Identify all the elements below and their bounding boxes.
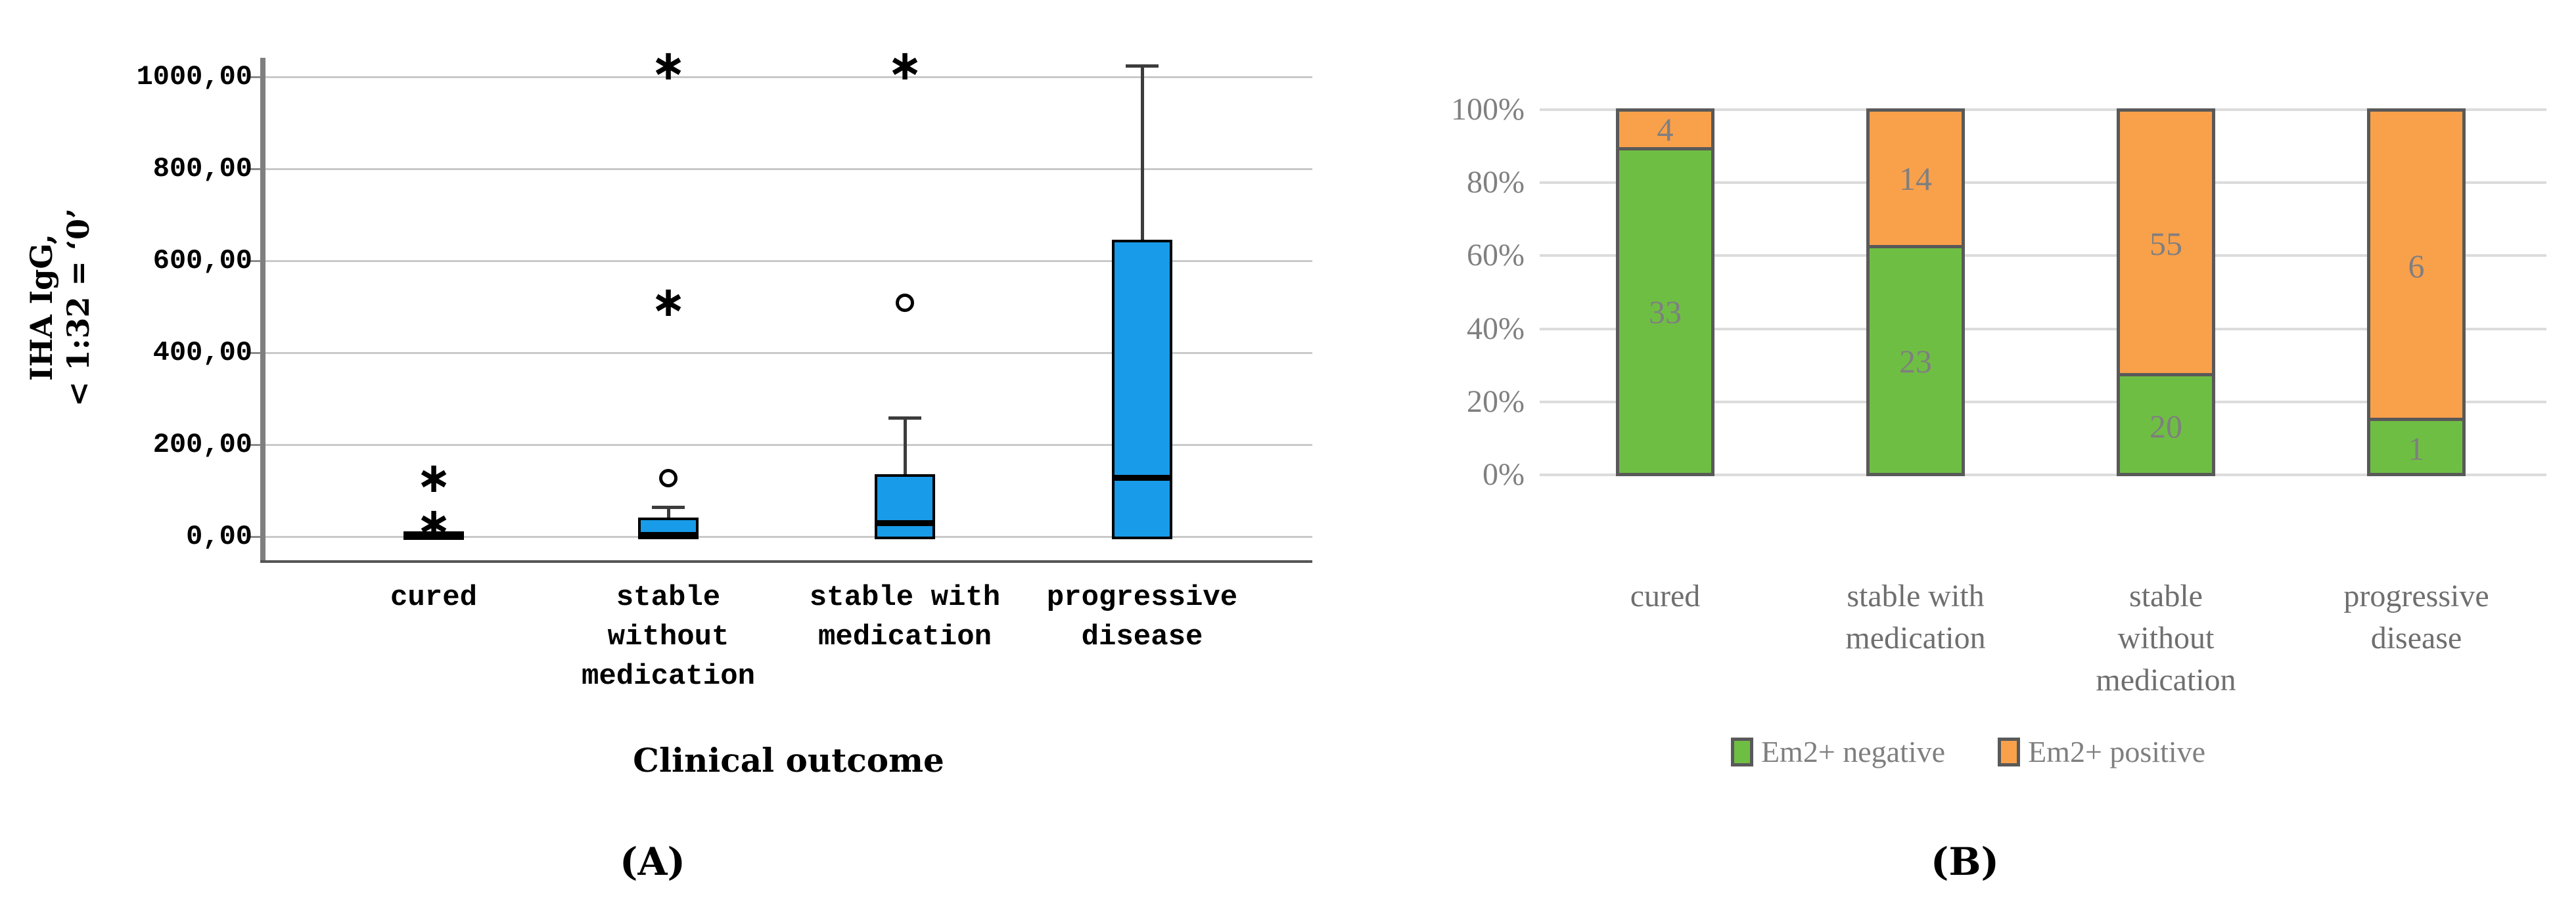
panel-a-label: (A) <box>620 839 685 884</box>
y-axis-tick <box>250 535 260 538</box>
y-axis-tick-label: 20% <box>1467 384 1525 419</box>
gridline <box>1540 474 2546 476</box>
y-axis-tick-label: 40% <box>1467 311 1525 346</box>
bar-value-label-negative: 20 <box>2150 407 2182 445</box>
stacked-bar <box>2367 108 2466 476</box>
boxplot-box <box>1112 240 1172 539</box>
gridline <box>1540 254 2546 257</box>
stacked-bar <box>1616 108 1714 476</box>
y-axis-tick-label: 400,00 <box>152 337 252 368</box>
y-axis-tick <box>250 351 260 354</box>
bar-value-label-positive: 6 <box>2408 248 2425 285</box>
y-axis-tick-label: 0% <box>1483 457 1525 492</box>
y-axis-title-line2: < 1:32 = ‘0’ <box>60 208 96 407</box>
y-axis-title-line1: IHA IgG, <box>24 233 59 382</box>
y-axis-tick-label: 200,00 <box>152 429 252 460</box>
x-category-label: stable <box>2129 579 2203 613</box>
bar-value-label-negative: 1 <box>2408 430 2425 468</box>
legend-label: Em2+ positive <box>2028 735 2206 768</box>
panel-a-x-axis-title: Clinical outcome <box>633 741 944 780</box>
gridline <box>265 167 1312 170</box>
y-axis-tick <box>250 76 260 78</box>
x-category-label: disease <box>2370 621 2462 655</box>
legend-swatch-icon <box>1998 737 2021 766</box>
x-category-label: stable with <box>809 581 1001 614</box>
outlier-star-icon: ∗ <box>651 41 686 90</box>
bar-value-label-negative: 33 <box>1649 294 1682 331</box>
y-axis-tick-label: 80% <box>1467 165 1525 200</box>
whisker-cap <box>1126 64 1159 68</box>
x-category-label: without <box>2117 621 2215 655</box>
bar-value-label-negative: 23 <box>1899 343 1932 380</box>
whisker-line <box>1140 66 1144 242</box>
x-category-label: cured <box>1630 579 1701 613</box>
y-axis-tick-label: 60% <box>1467 238 1525 273</box>
legend-item: Em2+ negative <box>1730 734 1946 769</box>
y-axis-tick <box>250 443 260 446</box>
whisker-line <box>903 418 907 477</box>
x-category-label: stable <box>616 581 721 614</box>
y-axis-tick-label: 100% <box>1451 92 1525 127</box>
outlier-circle-icon <box>659 469 678 488</box>
stacked-bar <box>1866 108 1965 476</box>
x-category-label: medication <box>581 660 756 693</box>
whisker-line <box>666 507 670 520</box>
outlier-star-icon: ∗ <box>887 41 923 90</box>
x-category-label: without <box>607 621 729 654</box>
y-axis-tick-label: 1000,00 <box>136 61 252 93</box>
y-axis-tick-label: 800,00 <box>152 153 252 185</box>
whisker-cap <box>888 416 921 420</box>
x-axis-line <box>260 560 1312 563</box>
x-category-label: medication <box>817 621 992 654</box>
x-category-label: progressive <box>1046 581 1238 614</box>
y-axis-tick <box>250 259 260 262</box>
stacked-bar <box>2117 108 2215 476</box>
bar-value-label-positive: 4 <box>1657 111 1674 148</box>
y-axis-tick-label: 600,00 <box>152 245 252 277</box>
legend-swatch-icon <box>1730 737 1753 766</box>
outlier-star-icon: ∗ <box>416 454 451 503</box>
median-line <box>875 520 935 526</box>
gridline <box>1540 400 2546 403</box>
bar-segment-negative <box>2370 418 2462 473</box>
gridline <box>1540 181 2546 185</box>
legend-label: Em2+ negative <box>1760 735 1946 768</box>
y-axis-line <box>260 58 265 563</box>
gridline <box>265 443 1312 446</box>
x-category-label: progressive <box>2343 579 2489 613</box>
panel-b-label: (B) <box>1931 839 1999 884</box>
gridline <box>265 351 1312 354</box>
panel-a-y-axis-title: IHA IgG, < 1:32 = ‘0’ <box>23 110 102 504</box>
x-category-label: medication <box>2096 663 2236 698</box>
outlier-star-icon: ∗ <box>651 278 686 326</box>
gridline <box>265 535 1312 538</box>
bar-segment-negative <box>2120 373 2212 473</box>
gridline <box>265 76 1312 78</box>
bar-segment-negative <box>1619 147 1711 473</box>
y-axis-tick-label: 0,00 <box>186 521 252 552</box>
bar-segment-negative <box>1870 245 1962 473</box>
x-category-label: stable with <box>1847 579 1985 613</box>
gridline <box>1540 108 2546 111</box>
x-category-label: disease <box>1081 621 1203 654</box>
gridline <box>1540 327 2546 330</box>
y-axis-tick <box>250 167 260 170</box>
median-line <box>1112 474 1172 481</box>
whisker-cap <box>652 506 685 510</box>
bar-value-label-positive: 14 <box>1899 160 1932 198</box>
outlier-circle-icon <box>896 294 914 313</box>
median-line <box>638 531 699 538</box>
bar-value-label-positive: 55 <box>2150 225 2182 262</box>
x-category-label: medication <box>1845 621 1986 655</box>
legend: Em2+ negative Em2+ positive <box>1492 734 2445 769</box>
median-line <box>403 533 464 540</box>
gridline <box>265 259 1312 262</box>
boxplot-box <box>875 474 935 539</box>
x-category-label: cured <box>390 581 478 614</box>
legend-item: Em2+ positive <box>1998 734 2205 769</box>
outlier-star-icon: ∗ <box>416 499 451 548</box>
